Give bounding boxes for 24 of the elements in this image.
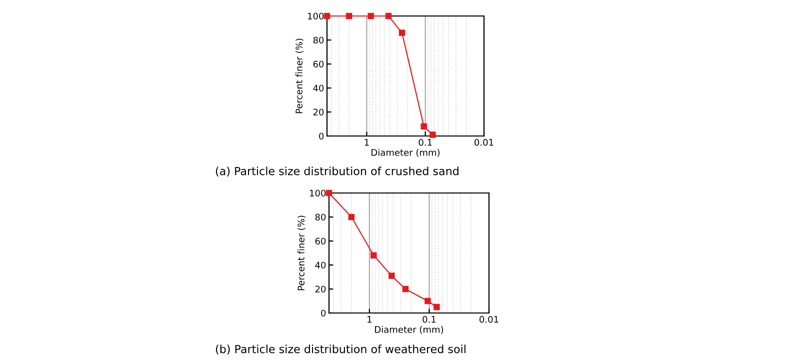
x-tick-label: 1	[368, 316, 372, 323]
y-tick-label: 40	[315, 262, 326, 269]
x-tick-label: 0.1	[422, 316, 436, 323]
text: (a) Particle size distribution of crushed sand	[216, 166, 458, 177]
x-axis-title: Diameter (mm)	[375, 326, 444, 334]
x-tick-label: 1	[364, 139, 369, 146]
y-tick-label: 60	[315, 238, 326, 245]
x-tick-label: 0.01	[474, 138, 494, 146]
text: (b) Particle size distribution of weathered soil	[216, 344, 466, 355]
x-tick-label: 0.1	[418, 138, 432, 146]
y-tick-label: 80	[313, 36, 324, 44]
y-tick-label: 40	[313, 84, 324, 92]
y-tick-label: 80	[315, 214, 326, 221]
y-tick-label: 20	[315, 286, 326, 293]
y-tick-label: 60	[313, 60, 324, 68]
x-axis-title: Diameter (mm)	[372, 148, 440, 157]
y-tick-label: 0	[321, 310, 326, 317]
y-tick-label: 100	[310, 190, 326, 197]
y-tick-label: 0	[319, 132, 324, 140]
y-tick-label: 100	[308, 12, 324, 20]
y-axis-title: Percent finer (%)	[295, 38, 304, 114]
y-axis-title: Percent finer (%)	[297, 216, 306, 290]
x-tick-label: 0.01	[480, 316, 498, 323]
y-tick-label: 20	[313, 108, 324, 116]
